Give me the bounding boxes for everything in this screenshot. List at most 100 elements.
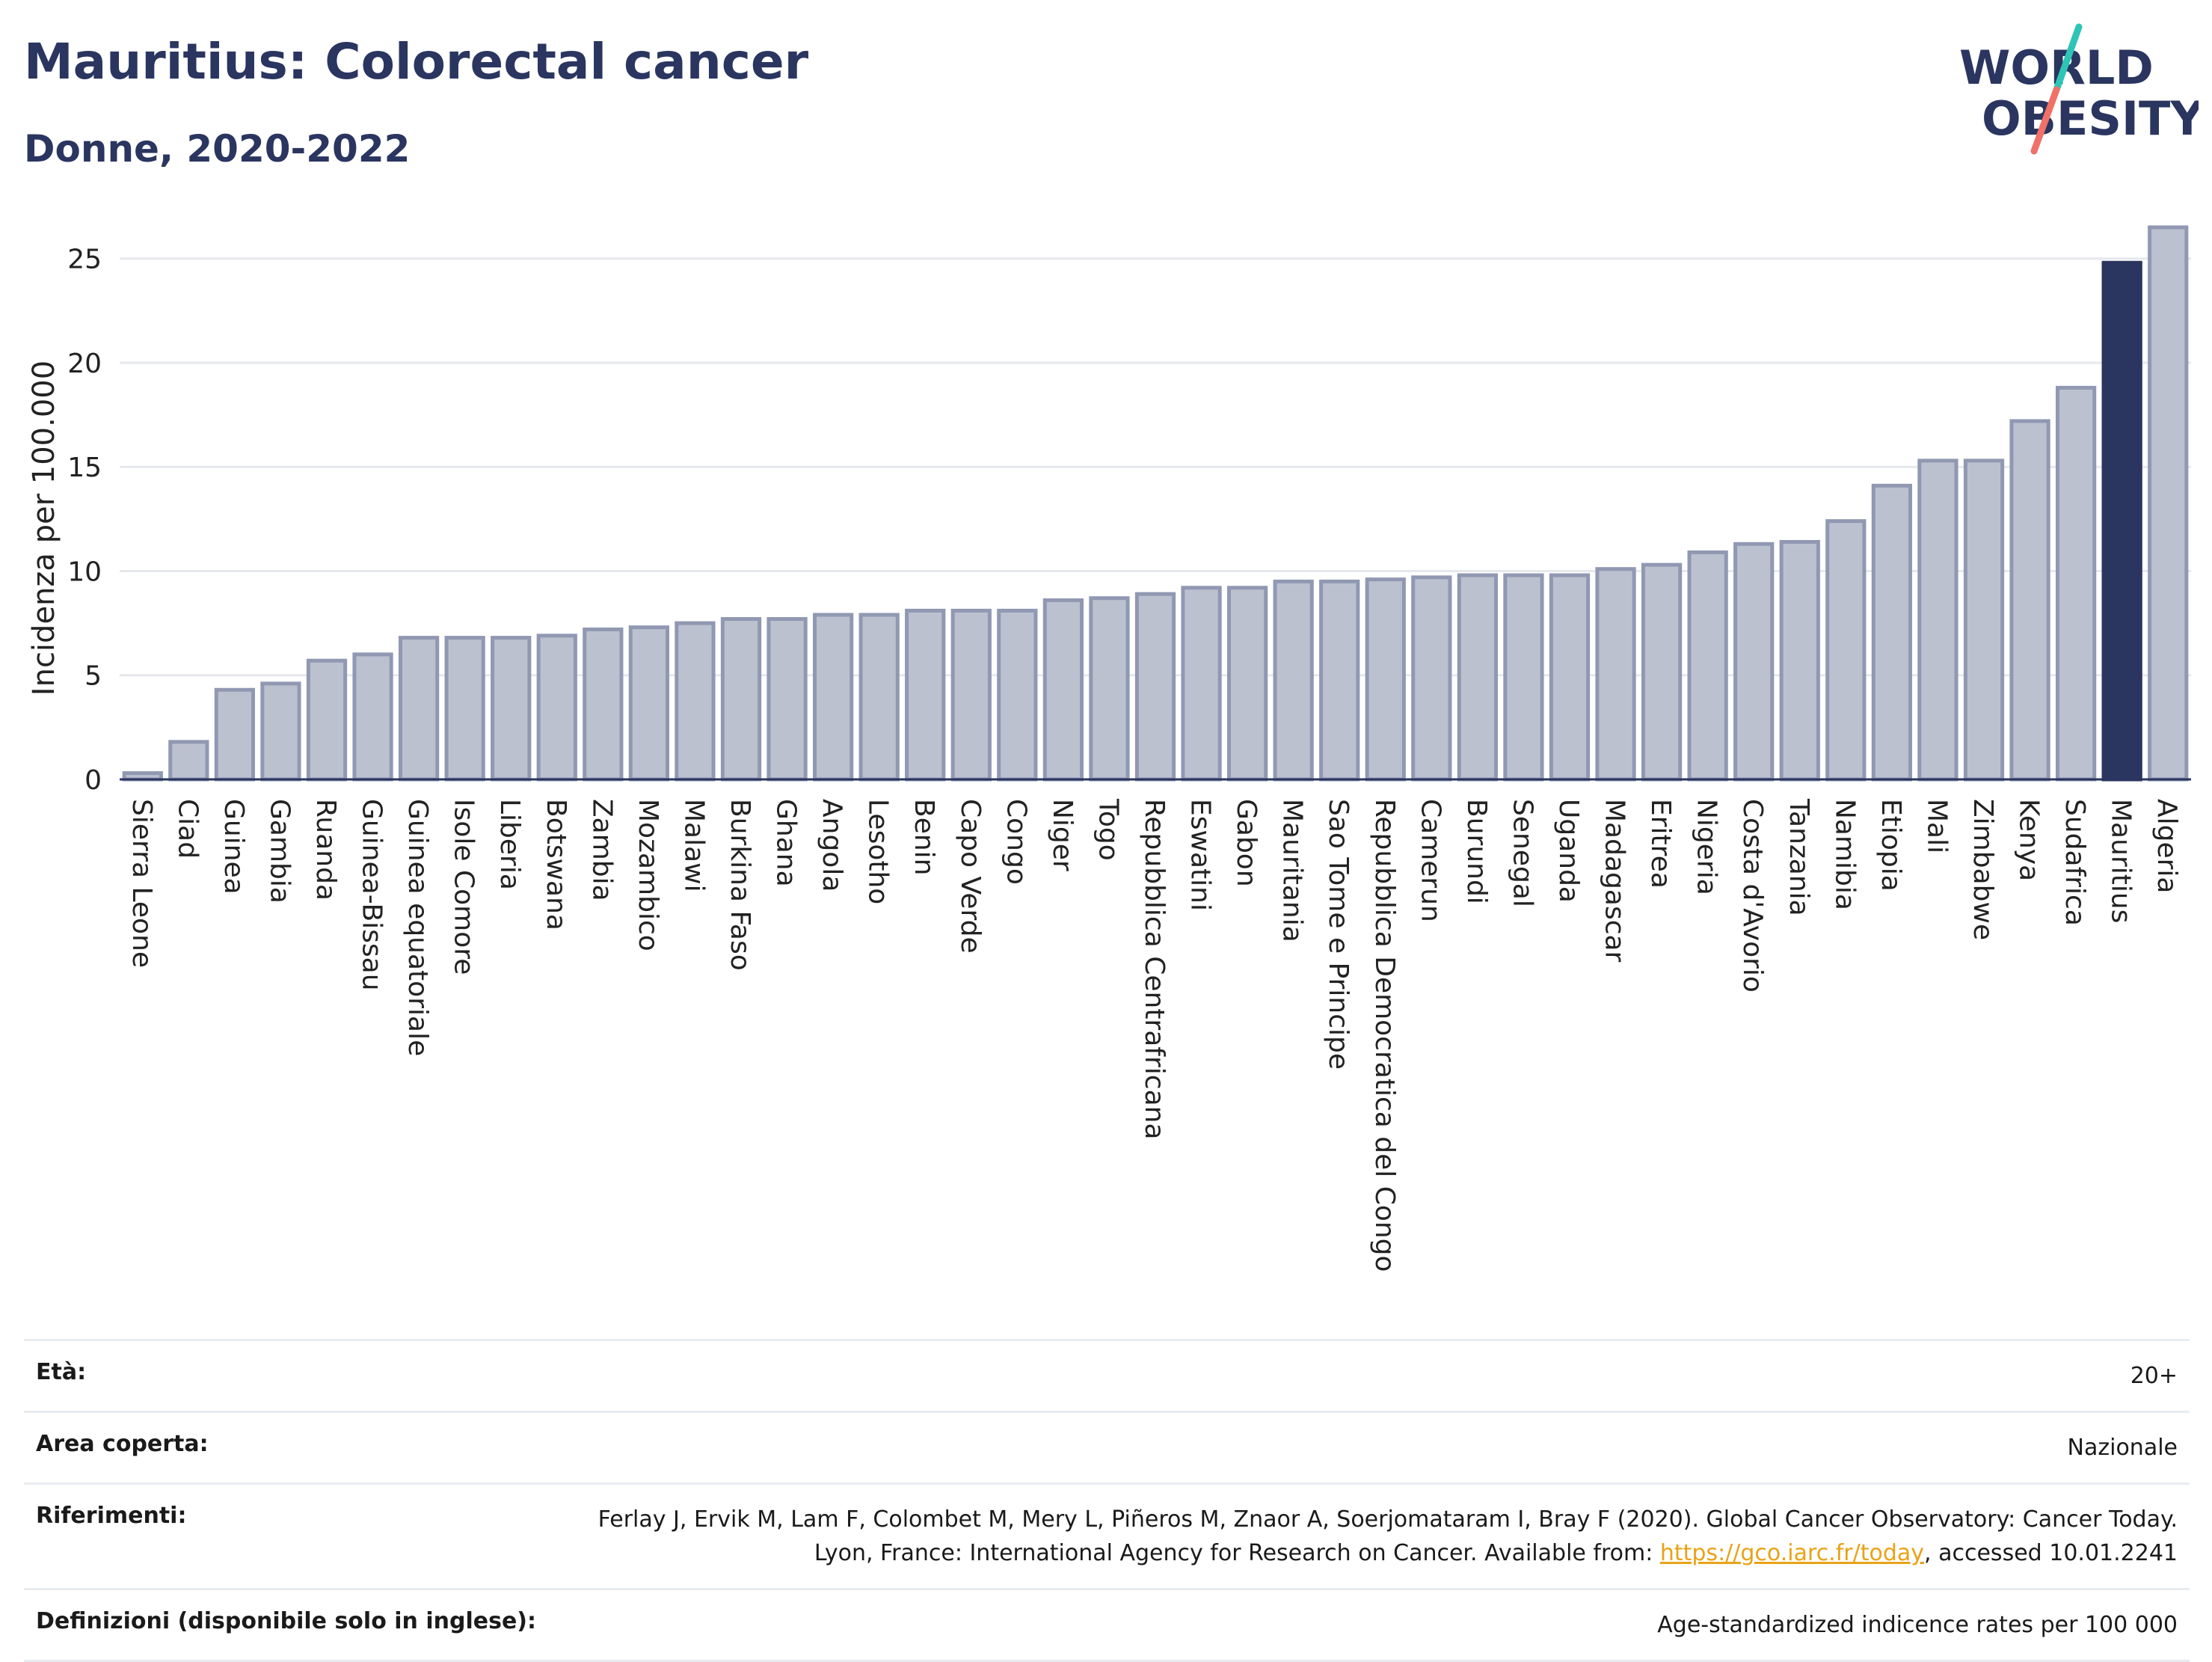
- bar: [1641, 562, 1683, 782]
- metadata-table: Età: 20+ Area coperta: Nazionale Riferim…: [24, 1339, 2190, 1662]
- x-tick-label: Malawi: [678, 799, 709, 892]
- x-tick-label: Congo: [1001, 799, 1031, 885]
- x-tick-label: Mozambico: [633, 799, 663, 951]
- bar: [1733, 542, 1775, 782]
- x-tick-label: Togo: [1093, 798, 1123, 861]
- reference-link[interactable]: https://gco.iarc.fr/today: [1659, 1540, 1925, 1566]
- bar: [905, 608, 946, 782]
- bar: [444, 636, 485, 782]
- bar: [306, 658, 348, 782]
- meta-value: 20+: [2130, 1363, 2178, 1389]
- logo-slash-teal: [2053, 23, 2083, 93]
- meta-row-area: Area coperta: Nazionale: [24, 1411, 2190, 1482]
- x-tick-label: Gambia: [264, 799, 295, 904]
- bar: [2009, 419, 2050, 782]
- bar: [1226, 586, 1268, 782]
- x-tick-label: Capo Verde: [955, 799, 986, 954]
- x-tick-label: Senegal: [1507, 799, 1537, 907]
- bar: [1042, 598, 1084, 782]
- x-tick-label: Nigeria: [1692, 799, 1722, 895]
- x-tick-label: Niger: [1047, 799, 1078, 871]
- logo-line-2: OBESITY: [1982, 91, 2199, 146]
- bar: [1273, 579, 1314, 782]
- bar: [1319, 579, 1360, 782]
- meta-value: Nazionale: [2067, 1435, 2178, 1461]
- bar: [1134, 592, 1176, 782]
- bar: [997, 608, 1038, 782]
- bar: [628, 625, 670, 782]
- bar: [2101, 260, 2142, 782]
- x-tick-label: Etiopia: [1875, 799, 1906, 892]
- x-tick-label: Eswatini: [1185, 799, 1216, 911]
- bar: [1503, 573, 1544, 782]
- y-tick-label: 15: [67, 453, 102, 483]
- meta-key: Area coperta:: [36, 1431, 209, 1457]
- bar: [1411, 575, 1452, 782]
- bar: [214, 687, 256, 782]
- x-tick-label: Sierra Leone: [126, 799, 157, 968]
- x-tick-label: Burkina Faso: [725, 799, 755, 971]
- x-tick-label: Eritrea: [1645, 799, 1676, 889]
- x-tick-label: Sao Tome e Principe: [1323, 799, 1354, 1070]
- bar: [766, 617, 808, 782]
- logo-slash-coral: [2030, 86, 2060, 155]
- x-tick-label: Repubblica Centrafricana: [1139, 799, 1170, 1140]
- x-tick-label: Costa d'Avorio: [1737, 799, 1768, 993]
- bar: [1871, 483, 1913, 782]
- x-tick-label: Madagascar: [1600, 799, 1630, 963]
- y-tick-label: 20: [67, 349, 102, 379]
- bar: [168, 740, 209, 782]
- x-tick-label: Sudafrica: [2059, 799, 2090, 926]
- bar: [1181, 586, 1222, 782]
- bar: [720, 617, 762, 782]
- bar: [1089, 596, 1130, 782]
- x-tick-label: Ghana: [771, 799, 802, 887]
- x-tick-label: Mauritania: [1277, 799, 1308, 942]
- bar: [675, 621, 716, 782]
- x-tick-label: Camerun: [1415, 799, 1446, 922]
- chart-title: Mauritius: Colorectal cancer: [24, 33, 809, 91]
- x-tick-label: Liberia: [494, 799, 525, 890]
- reference-text: Ferlay J, Ervik M, Lam F, Colombet M, Me…: [597, 1506, 2178, 1566]
- bar: [950, 608, 992, 782]
- bar: [858, 613, 900, 782]
- bar: [1365, 577, 1406, 782]
- meta-key: Definizioni (disponibile solo in inglese…: [36, 1608, 536, 1634]
- meta-row-definitions: Definizioni (disponibile solo in inglese…: [24, 1588, 2190, 1662]
- x-tick-label: Lesotho: [863, 799, 894, 904]
- meta-key: Riferimenti:: [36, 1503, 187, 1529]
- y-tick-label: 25: [67, 245, 102, 275]
- y-tick-label: 5: [85, 661, 102, 692]
- bar: [583, 627, 624, 782]
- bar-chart: 0 5 10 15 20 25 Incidenza per 100.000 Sierra Le…: [27, 225, 2191, 1272]
- x-tick-label: Guinea equatoriale: [402, 799, 433, 1056]
- x-tick-label: Ruanda: [310, 799, 341, 901]
- bar: [491, 636, 532, 782]
- bar: [1457, 573, 1499, 782]
- world-obesity-logo: WORLD OBESITY: [1959, 23, 2199, 155]
- x-tick-label: Uganda: [1553, 799, 1584, 903]
- bar: [2055, 385, 2097, 782]
- bar: [1595, 567, 1636, 782]
- chart-subtitle: Donne, 2020-2022: [24, 127, 411, 171]
- meta-key: Età:: [36, 1359, 87, 1385]
- bar: [352, 652, 393, 782]
- x-tick-label: Repubblica Democratica del Congo: [1369, 799, 1400, 1272]
- x-tick-label: Gabon: [1231, 799, 1262, 887]
- bar: [1687, 550, 1728, 782]
- bar: [812, 613, 854, 782]
- x-tick-label: Tanzania: [1784, 798, 1814, 916]
- bar: [536, 634, 577, 782]
- x-tick-label: Zimbabwe: [1967, 799, 1998, 940]
- x-tick-label: Namibia: [1829, 799, 1860, 910]
- x-tick-label: Burundi: [1461, 799, 1492, 904]
- meta-row-age: Età: 20+: [24, 1339, 2190, 1411]
- x-tick-label: Kenya: [2014, 799, 2044, 881]
- bar: [398, 636, 440, 782]
- bar: [1917, 459, 1958, 782]
- x-tick-label: Mali: [1921, 799, 1952, 853]
- x-tick-label: Botswana: [541, 799, 571, 930]
- bar: [1825, 519, 1867, 782]
- bar: [260, 681, 301, 782]
- meta-value: Age-standardized indicence rates per 100…: [1657, 1612, 2178, 1638]
